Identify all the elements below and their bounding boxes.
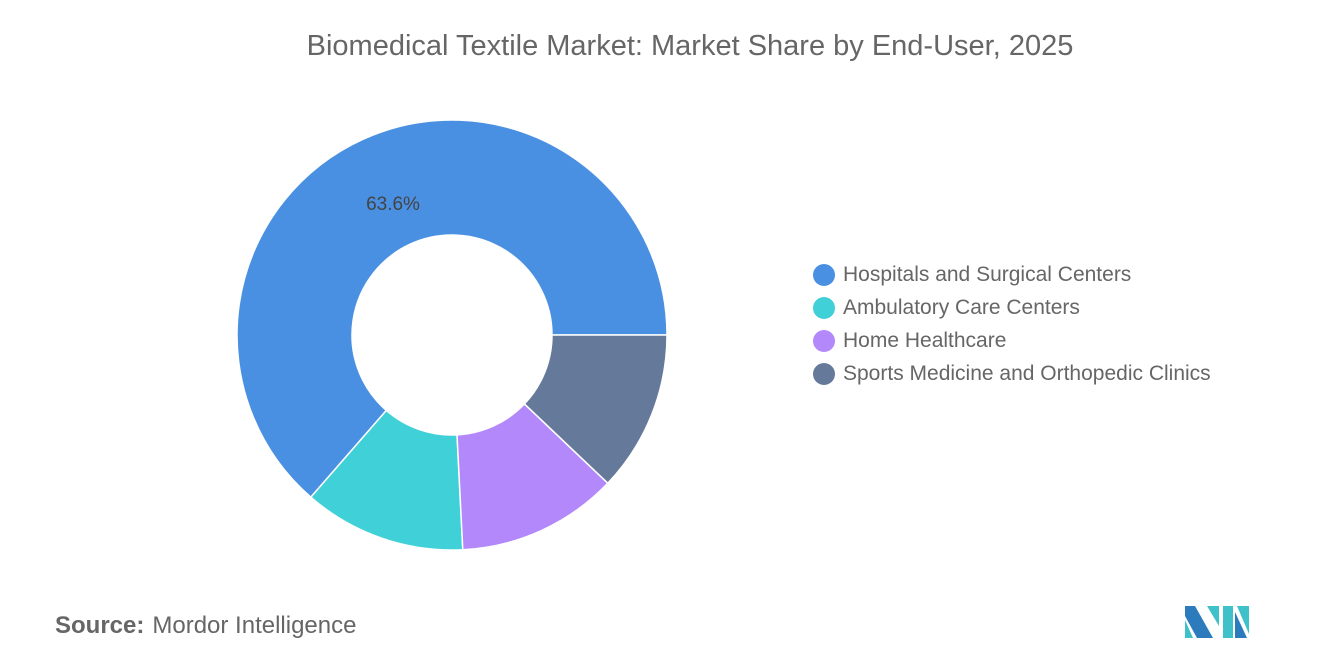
legend: Hospitals and Surgical Centers Ambulator…	[813, 258, 1211, 390]
donut-slice-3	[523, 334, 668, 485]
legend-item: Home Healthcare	[813, 324, 1211, 357]
legend-swatch	[813, 362, 835, 385]
source-label: Source:	[55, 612, 145, 639]
chart-title: Biomedical Textile Market: Market Share …	[306, 30, 1074, 62]
source-value: Mordor Intelligence	[152, 612, 357, 639]
legend-label: Home Healthcare	[843, 328, 1007, 352]
legend-item: Ambulatory Care Centers	[813, 291, 1211, 324]
legend-label: Sports Medicine and Orthopedic Clinics	[843, 361, 1211, 385]
donut-slice-0	[236, 119, 668, 499]
donut-chart: 63.6%	[236, 119, 668, 551]
legend-swatch	[813, 329, 835, 352]
legend-item: Sports Medicine and Orthopedic Clinics	[813, 357, 1211, 390]
data-label: 63.6%	[366, 194, 420, 215]
legend-swatch	[813, 296, 835, 319]
legend-swatch	[813, 263, 835, 286]
legend-label: Ambulatory Care Centers	[843, 295, 1080, 319]
legend-label: Hospitals and Surgical Centers	[843, 262, 1132, 286]
legend-item: Hospitals and Surgical Centers	[813, 258, 1211, 291]
mordor-logo-icon	[1185, 606, 1249, 638]
source-note: Source: Mordor Intelligence	[55, 612, 356, 640]
